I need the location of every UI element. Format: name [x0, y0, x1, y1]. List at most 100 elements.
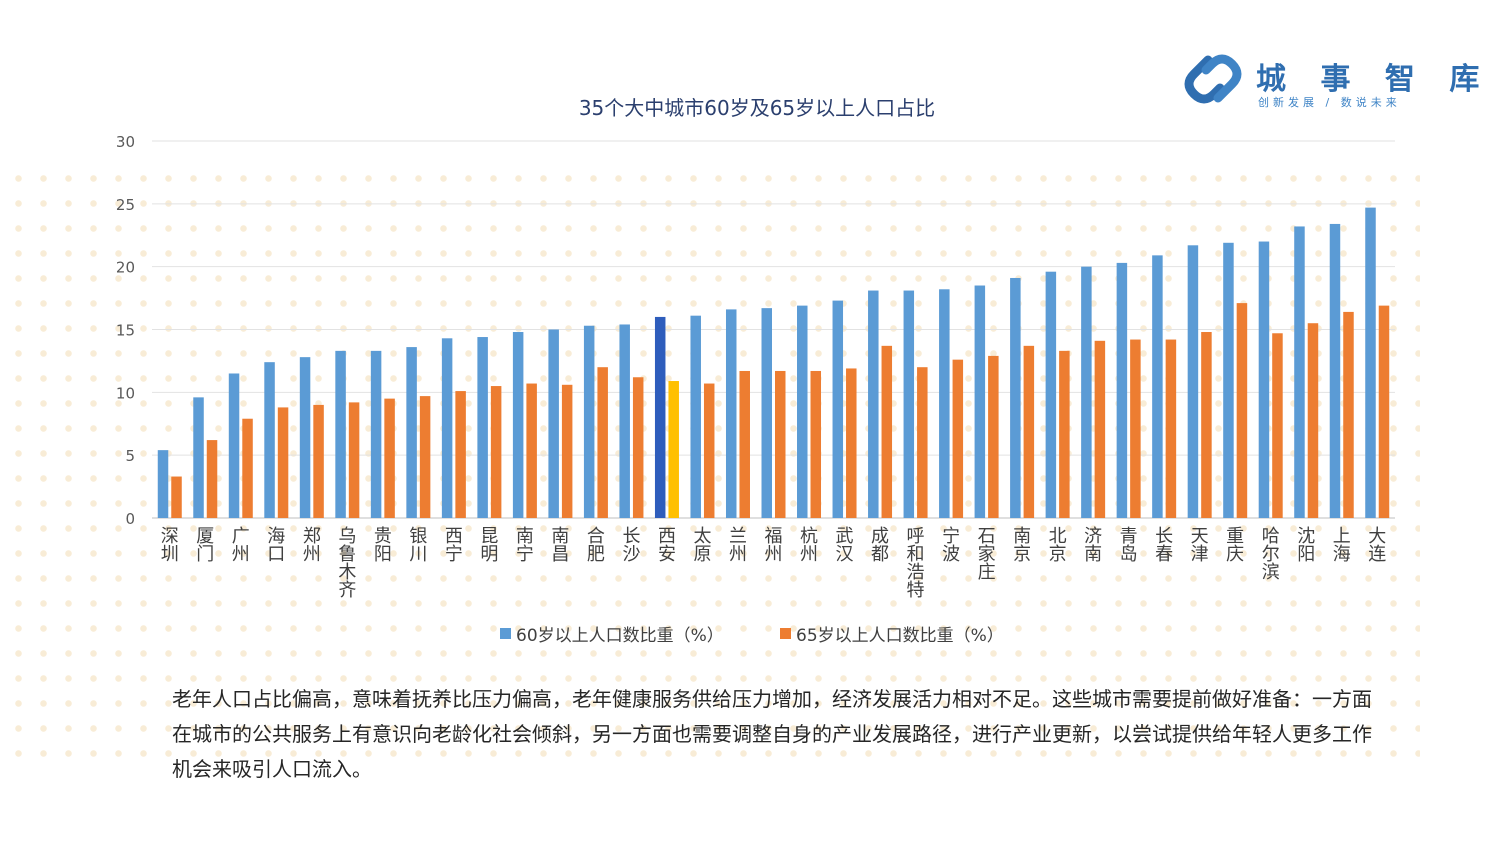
x-tick-label: 乌鲁木齐 — [338, 526, 356, 601]
legend-swatch-2 — [780, 628, 791, 639]
bar-65plus-23 — [952, 359, 964, 518]
bar-65plus-8 — [419, 396, 431, 518]
x-tick-label: 武汉 — [836, 526, 854, 565]
bar-65plus-26 — [1059, 350, 1070, 518]
bar-65plus-11 — [526, 383, 537, 518]
y-tick-label: 15 — [116, 322, 135, 340]
caption-text: 老年人口占比偏高，意味着抚养比压力偏高，老年健康服务供给压力增加，经济发展活力相… — [172, 687, 1372, 781]
bar-65plus-6 — [348, 402, 360, 518]
y-tick-label: 25 — [116, 196, 135, 214]
y-tick-label: 0 — [125, 510, 135, 528]
bar-65plus-7 — [384, 398, 395, 518]
x-tick-label: 沈阳 — [1297, 526, 1315, 565]
legend-label-2: 65岁以上人口数比重（%） — [796, 626, 1004, 646]
bar-65plus-32 — [1272, 333, 1283, 518]
y-tick-label: 30 — [116, 133, 135, 151]
bar-60plus-12 — [548, 329, 559, 518]
bar-60plus-24 — [974, 285, 986, 518]
bar-65plus-17 — [739, 370, 750, 518]
bar-65plus-3 — [242, 418, 253, 518]
legend-label-1: 60岁以上人口数比重（%） — [516, 626, 724, 646]
bar-60plus-33 — [1294, 226, 1305, 518]
x-tick-label: 上海 — [1333, 526, 1351, 565]
bar-65plus-5 — [313, 404, 324, 518]
x-tick-label: 深圳 — [161, 526, 179, 565]
x-tick-label: 青岛 — [1120, 526, 1138, 565]
brand-name: 城 事 智 库 — [1256, 62, 1492, 97]
bar-60plus-31 — [1223, 242, 1234, 519]
bar-60plus-35 — [1365, 207, 1376, 518]
bar-60plus-34 — [1329, 223, 1341, 518]
bar-65plus-28 — [1130, 339, 1141, 518]
bar-60plus-29 — [1152, 255, 1163, 518]
x-tick-label: 杭州 — [800, 526, 818, 565]
x-tick-label: 天津 — [1191, 526, 1209, 565]
bar-65plus-16 — [703, 383, 715, 518]
bar-65plus-22 — [917, 367, 928, 518]
x-tick-label: 北京 — [1049, 526, 1067, 565]
x-tick-label: 厦门 — [196, 526, 214, 565]
bar-60plus-5 — [299, 357, 311, 518]
bar-60plus-17 — [725, 309, 737, 518]
bar-60plus-16 — [690, 315, 701, 518]
bar-60plus-19 — [797, 305, 808, 518]
bar-60plus-22 — [903, 290, 915, 518]
brand-tagline: 创新发展 / 数说未来 — [1258, 96, 1401, 109]
bar-60plus-26 — [1045, 271, 1057, 518]
x-tick-label: 西安 — [658, 526, 676, 565]
bar-60plus-2 — [193, 397, 204, 518]
bar-60plus-25 — [1010, 277, 1021, 518]
bar-65plus-15 — [668, 381, 679, 518]
bar-60plus-23 — [939, 289, 950, 518]
bar-chart: 35个大中城市60岁及65岁以上人口占比 0 5 10 15 20 25 30 深圳厦门广州… — [116, 96, 1395, 646]
bar-65plus-9 — [455, 391, 466, 518]
bar-65plus-20 — [846, 368, 857, 518]
x-tick-label: 大连 — [1368, 526, 1386, 565]
bar-65plus-25 — [1023, 345, 1035, 518]
bar-65plus-2 — [206, 440, 218, 518]
bar-60plus-18 — [761, 308, 772, 518]
bar-65plus-18 — [775, 370, 786, 518]
bar-60plus-8 — [406, 347, 417, 518]
chain-link-logo-icon — [1184, 54, 1242, 104]
bar-60plus-4 — [264, 362, 275, 518]
bar-60plus-27 — [1081, 266, 1092, 518]
bar-60plus-6 — [335, 350, 346, 518]
x-tick-label: 济南 — [1084, 526, 1102, 565]
x-tick-label: 郑州 — [303, 526, 321, 565]
bar-60plus-11 — [512, 332, 524, 518]
x-tick-label: 海口 — [267, 526, 285, 565]
x-tick-label: 宁波 — [942, 526, 960, 565]
x-tick-label: 贵阳 — [374, 526, 392, 565]
bar-60plus-32 — [1258, 241, 1270, 519]
x-tick-label: 石家庄 — [978, 526, 996, 583]
bar-65plus-13 — [597, 367, 608, 518]
x-tick-label: 呼和浩特 — [907, 526, 925, 601]
bar-65plus-29 — [1165, 339, 1177, 518]
x-tick-label: 南昌 — [551, 526, 569, 565]
x-tick-label: 成都 — [871, 526, 889, 565]
x-tick-label: 太原 — [693, 526, 711, 565]
x-tick-label: 重庆 — [1226, 526, 1244, 565]
bar-65plus-19 — [810, 370, 822, 518]
bar-60plus-13 — [583, 325, 595, 518]
x-tick-label: 哈尔滨 — [1262, 526, 1280, 583]
x-tick-label: 南宁 — [516, 526, 534, 565]
bar-60plus-28 — [1116, 262, 1128, 518]
bar-65plus-1 — [171, 476, 182, 518]
bar-60plus-10 — [477, 337, 488, 518]
bar-65plus-35 — [1378, 305, 1390, 518]
bar-65plus-30 — [1201, 332, 1212, 518]
x-tick-label: 兰州 — [729, 526, 747, 565]
brand-logo: 城 事 智 库 创新发展 / 数说未来 — [1178, 50, 1479, 114]
legend-swatch-1 — [500, 628, 511, 639]
bar-60plus-30 — [1187, 245, 1199, 518]
bar-65plus-24 — [988, 355, 999, 518]
x-tick-label: 福州 — [765, 526, 783, 565]
y-tick-label: 10 — [116, 384, 135, 402]
x-tick-label: 银川 — [409, 526, 427, 565]
bar-65plus-10 — [490, 386, 502, 518]
bar-65plus-27 — [1094, 340, 1106, 518]
bar-60plus-15 — [654, 316, 666, 518]
bar-60plus-20 — [832, 300, 844, 518]
